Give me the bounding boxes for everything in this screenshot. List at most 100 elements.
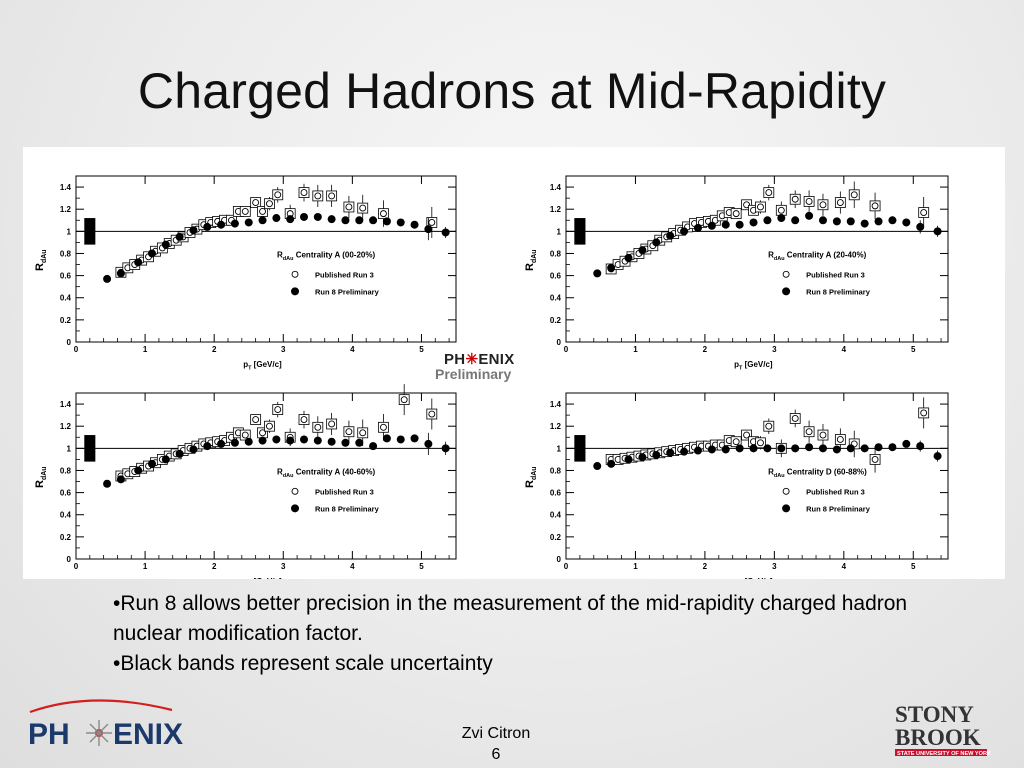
y-tick-label: 1.4 xyxy=(60,400,72,409)
y-axis-label: RdAu xyxy=(34,466,48,488)
x-tick-label: 5 xyxy=(419,345,424,354)
run8-preliminary-point xyxy=(441,444,450,453)
phenix-logo-arc xyxy=(29,699,173,714)
published-run3-point xyxy=(345,428,353,436)
suny-text: STATE UNIVERSITY OF NEW YORK xyxy=(897,751,991,757)
published-run3-point xyxy=(252,416,260,424)
published-run3-point xyxy=(791,195,799,203)
run8-preliminary-point xyxy=(286,436,295,445)
run8-preliminary-point xyxy=(258,436,267,445)
x-tick-label: 5 xyxy=(419,562,424,571)
run8-preliminary-point xyxy=(818,216,827,225)
run8-preliminary-point xyxy=(355,216,364,225)
x-tick-label: 4 xyxy=(842,562,847,571)
y-tick-label: 1.4 xyxy=(550,400,562,409)
published-run3-point xyxy=(428,219,436,226)
run8-preliminary-point xyxy=(424,225,433,234)
x-axis-label-sub: T xyxy=(248,366,252,372)
y-axis-label: RdAu xyxy=(524,466,538,488)
scale-uncertainty-band xyxy=(574,218,586,245)
x-tick-label: 4 xyxy=(350,345,355,354)
run8-preliminary-point xyxy=(382,434,391,443)
chart-panel-1: 0 0.2 0.4 0.6 0.8 1 1.2 1.4 0 1 2 3 4 5 RdAu pT [GeV/c]… xyxy=(34,175,457,372)
run8-preliminary-point xyxy=(203,442,212,451)
author-name: Zvi Citron xyxy=(461,725,531,742)
run8-preliminary-point xyxy=(396,435,405,444)
run8-preliminary-point xyxy=(749,444,758,453)
run8-preliminary-point xyxy=(680,447,689,456)
legend-label-published: Published Run 3 xyxy=(315,487,374,496)
y-tick-label: 0.6 xyxy=(550,489,562,498)
run8-preliminary-point xyxy=(888,216,897,225)
legend-marker-published xyxy=(782,487,790,495)
x-tick-label: 2 xyxy=(212,345,217,354)
run8-preliminary-point xyxy=(624,455,633,464)
legend-marker-published xyxy=(291,270,299,278)
published-run3-point xyxy=(241,207,249,215)
slide-title: Charged Hadrons at Mid-Rapidity xyxy=(137,63,887,119)
run8-preliminary-point xyxy=(832,217,841,226)
y-axis-label-sub: dAu xyxy=(41,249,48,263)
phenix-preliminary-logo: PH✳ENIX xyxy=(444,351,515,368)
published-run3-point xyxy=(791,415,799,422)
run8-preliminary-point xyxy=(341,438,350,447)
published-run3-point xyxy=(920,209,928,216)
run8-preliminary-point xyxy=(244,437,253,446)
run8-preliminary-point xyxy=(693,224,702,233)
published-run3-point xyxy=(345,203,353,211)
published-run3-point xyxy=(400,396,408,404)
x-tick-label: 1 xyxy=(143,345,148,354)
scale-uncertainty-band xyxy=(574,435,586,462)
x-tick-label: 1 xyxy=(633,345,638,354)
y-tick-label: 1.2 xyxy=(550,205,562,214)
x-axis-label-units: [GeV/c] xyxy=(251,360,282,369)
x-tick-label: 3 xyxy=(772,345,777,354)
x-tick-label: 4 xyxy=(350,562,355,571)
published-run3-point xyxy=(850,191,858,199)
x-tick-label: 4 xyxy=(842,345,847,354)
run8-preliminary-point xyxy=(791,216,800,225)
run8-preliminary-point xyxy=(874,217,883,226)
x-tick-label: 3 xyxy=(281,562,286,571)
legend-label-run8: Run 8 Preliminary xyxy=(806,504,871,513)
run8-preliminary-point xyxy=(300,435,308,444)
charts-svg: 0 0.2 0.4 0.6 0.8 1 1.2 1.4 0 1 2 3 4 5 RdAu pT [GeV/c]… xyxy=(34,175,949,579)
stony-brook-logo: STONY BROOK STATE UNIVERSITY OF NEW YORK xyxy=(892,700,992,758)
bullet-item: •Black bands represent scale uncertainty xyxy=(113,652,493,675)
run8-preliminary-point xyxy=(805,443,814,452)
run8-preliminary-point xyxy=(916,442,925,451)
legend-title: RdAu Centrality A (40-60%) xyxy=(277,467,375,479)
run8-preliminary-point xyxy=(902,218,911,227)
run8-preliminary-point xyxy=(791,444,800,453)
phenix-preliminary-label: PH✳ENIX Preliminary xyxy=(435,345,530,385)
run8-preliminary-point xyxy=(272,214,281,223)
published-run3-point xyxy=(314,192,322,200)
stony-brook-banner xyxy=(895,749,987,756)
legend-title: RdAu Centrality A (00-20%) xyxy=(277,250,375,262)
published-run3-point xyxy=(871,202,879,210)
run8-preliminary-point xyxy=(777,214,786,223)
published-run3-point xyxy=(259,207,266,215)
brook-text: BROOK xyxy=(895,725,981,750)
legend-title-sub: dAu xyxy=(774,473,785,479)
published-run3-point xyxy=(274,406,282,414)
legend-marker-run8 xyxy=(782,504,791,513)
run8-preliminary-point xyxy=(300,212,308,221)
y-tick-label: 1 xyxy=(67,444,72,453)
run8-preliminary-point xyxy=(244,218,253,227)
published-run3-point xyxy=(743,201,751,209)
y-tick-label: 0.8 xyxy=(60,466,72,475)
published-run3-point xyxy=(920,409,928,417)
published-run3-point xyxy=(777,206,785,214)
run8-preliminary-point xyxy=(230,438,239,447)
x-tick-label: 0 xyxy=(564,345,569,354)
published-run3-point xyxy=(836,436,844,443)
published-run3-point xyxy=(314,423,322,431)
run8-preliminary-point xyxy=(832,445,841,454)
y-axis-label-sub: dAu xyxy=(531,466,538,480)
figure-panel: 0 0.2 0.4 0.6 0.8 1 1.2 1.4 0 1 2 3 4 5 RdAu pT [GeV/c]… xyxy=(23,147,1005,579)
legend-marker-run8 xyxy=(291,504,299,513)
x-tick-label: 5 xyxy=(911,345,916,354)
footer: Zvi Citron 6 xyxy=(440,723,552,765)
run8-preliminary-point xyxy=(933,227,942,236)
